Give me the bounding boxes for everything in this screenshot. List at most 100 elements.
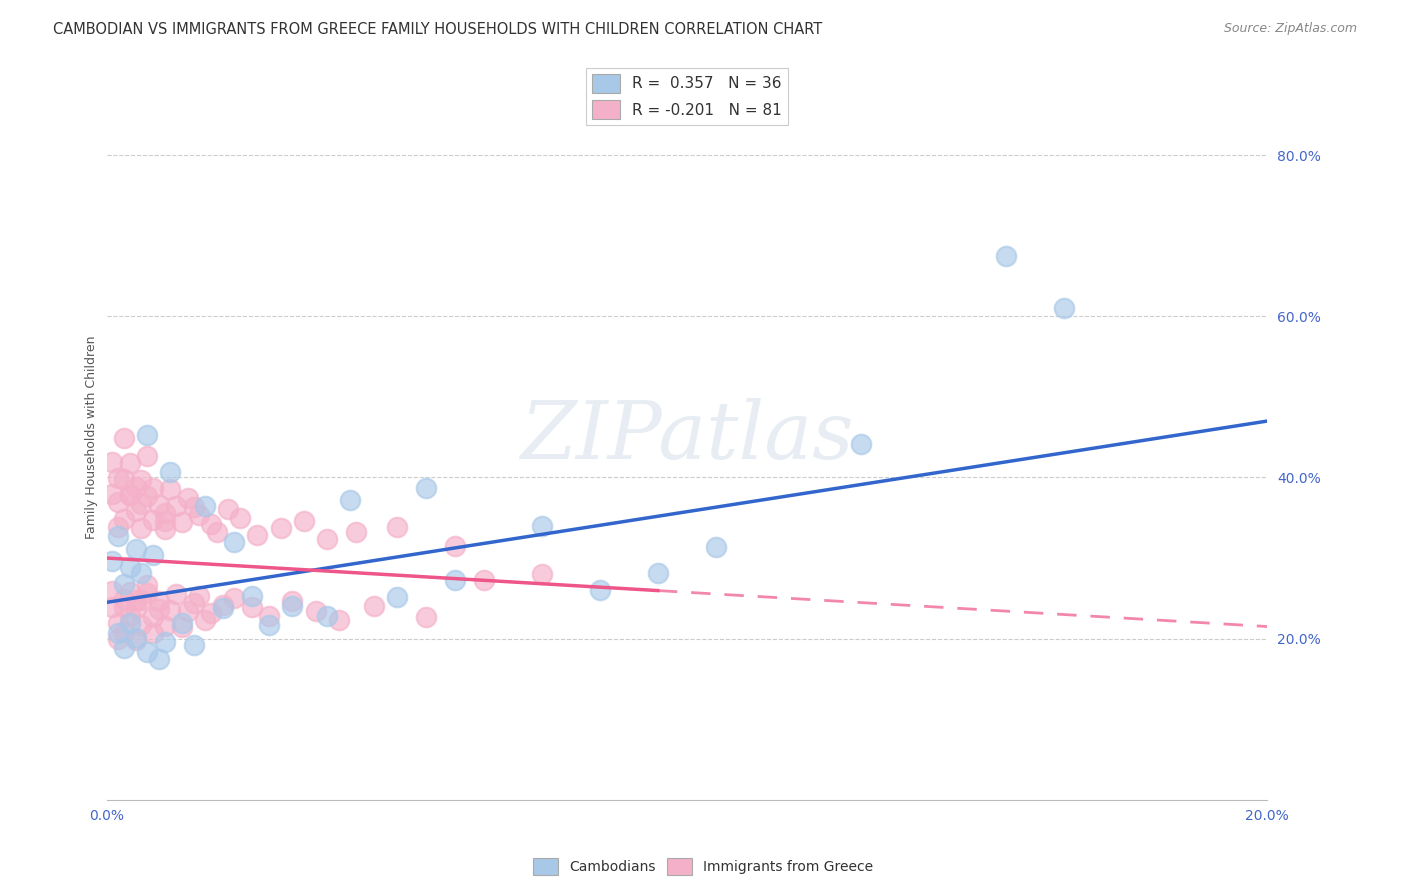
Point xyxy=(224,591,246,605)
Point xyxy=(304,604,326,618)
Point xyxy=(112,576,135,591)
Y-axis label: Family Households with Children: Family Households with Children xyxy=(86,335,98,539)
Point xyxy=(148,498,170,512)
Point xyxy=(183,638,205,652)
Point xyxy=(153,634,176,648)
Point xyxy=(131,521,153,535)
Point xyxy=(101,487,124,501)
Point xyxy=(177,604,200,618)
Point xyxy=(170,620,193,634)
Point xyxy=(107,495,129,509)
Point xyxy=(142,481,165,495)
Point xyxy=(118,608,141,623)
Legend: R =  0.357   N = 36, R = -0.201   N = 81: R = 0.357 N = 36, R = -0.201 N = 81 xyxy=(586,68,787,125)
Point xyxy=(316,532,339,546)
Point xyxy=(211,598,233,612)
Point xyxy=(101,599,124,614)
Point xyxy=(159,465,181,479)
Point xyxy=(183,597,205,611)
Point xyxy=(153,506,176,520)
Point xyxy=(112,431,135,445)
Point xyxy=(292,514,315,528)
Point xyxy=(131,566,153,580)
Point xyxy=(344,525,367,540)
Point xyxy=(257,609,280,624)
Point xyxy=(107,471,129,485)
Point xyxy=(270,521,292,535)
Point xyxy=(153,619,176,633)
Point xyxy=(124,504,146,518)
Point xyxy=(136,449,159,463)
Point xyxy=(124,631,146,645)
Point xyxy=(589,582,612,597)
Point xyxy=(246,527,269,541)
Point xyxy=(849,437,872,451)
Point xyxy=(148,651,170,665)
Point xyxy=(415,610,437,624)
Point xyxy=(107,632,129,647)
Point xyxy=(142,610,165,624)
Point xyxy=(385,520,408,534)
Point xyxy=(136,489,159,503)
Point xyxy=(118,488,141,502)
Point xyxy=(218,501,240,516)
Point xyxy=(530,567,553,582)
Point xyxy=(240,589,263,603)
Point xyxy=(101,455,124,469)
Point xyxy=(112,471,135,485)
Point xyxy=(101,554,124,568)
Point xyxy=(183,500,205,514)
Point xyxy=(136,428,159,442)
Point xyxy=(124,480,146,494)
Text: Source: ZipAtlas.com: Source: ZipAtlas.com xyxy=(1223,22,1357,36)
Point xyxy=(131,617,153,632)
Text: ZIPatlas: ZIPatlas xyxy=(520,399,853,476)
Point xyxy=(229,510,252,524)
Point xyxy=(159,603,181,617)
Point xyxy=(188,508,211,523)
Point xyxy=(159,483,181,497)
Point xyxy=(112,600,135,615)
Point xyxy=(118,559,141,574)
Point xyxy=(995,249,1018,263)
Point xyxy=(112,624,135,639)
Point xyxy=(281,599,304,613)
Point xyxy=(124,601,146,615)
Point xyxy=(194,613,217,627)
Point xyxy=(188,589,211,603)
Legend: Cambodians, Immigrants from Greece: Cambodians, Immigrants from Greece xyxy=(527,853,879,880)
Point xyxy=(165,587,187,601)
Point xyxy=(112,592,135,607)
Point xyxy=(148,594,170,608)
Point xyxy=(107,519,129,533)
Point xyxy=(281,594,304,608)
Point xyxy=(240,599,263,614)
Point xyxy=(107,529,129,543)
Point xyxy=(142,626,165,640)
Point xyxy=(131,497,153,511)
Point xyxy=(148,602,170,616)
Point xyxy=(131,473,153,487)
Point xyxy=(142,514,165,528)
Point xyxy=(647,566,669,580)
Point xyxy=(124,593,146,607)
Point xyxy=(124,633,146,648)
Point xyxy=(363,599,385,613)
Point xyxy=(211,601,233,615)
Text: CAMBODIAN VS IMMIGRANTS FROM GREECE FAMILY HOUSEHOLDS WITH CHILDREN CORRELATION : CAMBODIAN VS IMMIGRANTS FROM GREECE FAMI… xyxy=(53,22,823,37)
Point xyxy=(257,618,280,632)
Point xyxy=(177,491,200,506)
Point xyxy=(316,609,339,624)
Point xyxy=(339,492,361,507)
Point xyxy=(194,500,217,514)
Point xyxy=(530,519,553,533)
Point xyxy=(328,613,350,627)
Point xyxy=(385,591,408,605)
Point xyxy=(153,514,176,528)
Point xyxy=(170,615,193,630)
Point xyxy=(200,516,222,531)
Point xyxy=(118,456,141,470)
Point xyxy=(136,645,159,659)
Point xyxy=(170,515,193,529)
Point xyxy=(205,525,228,540)
